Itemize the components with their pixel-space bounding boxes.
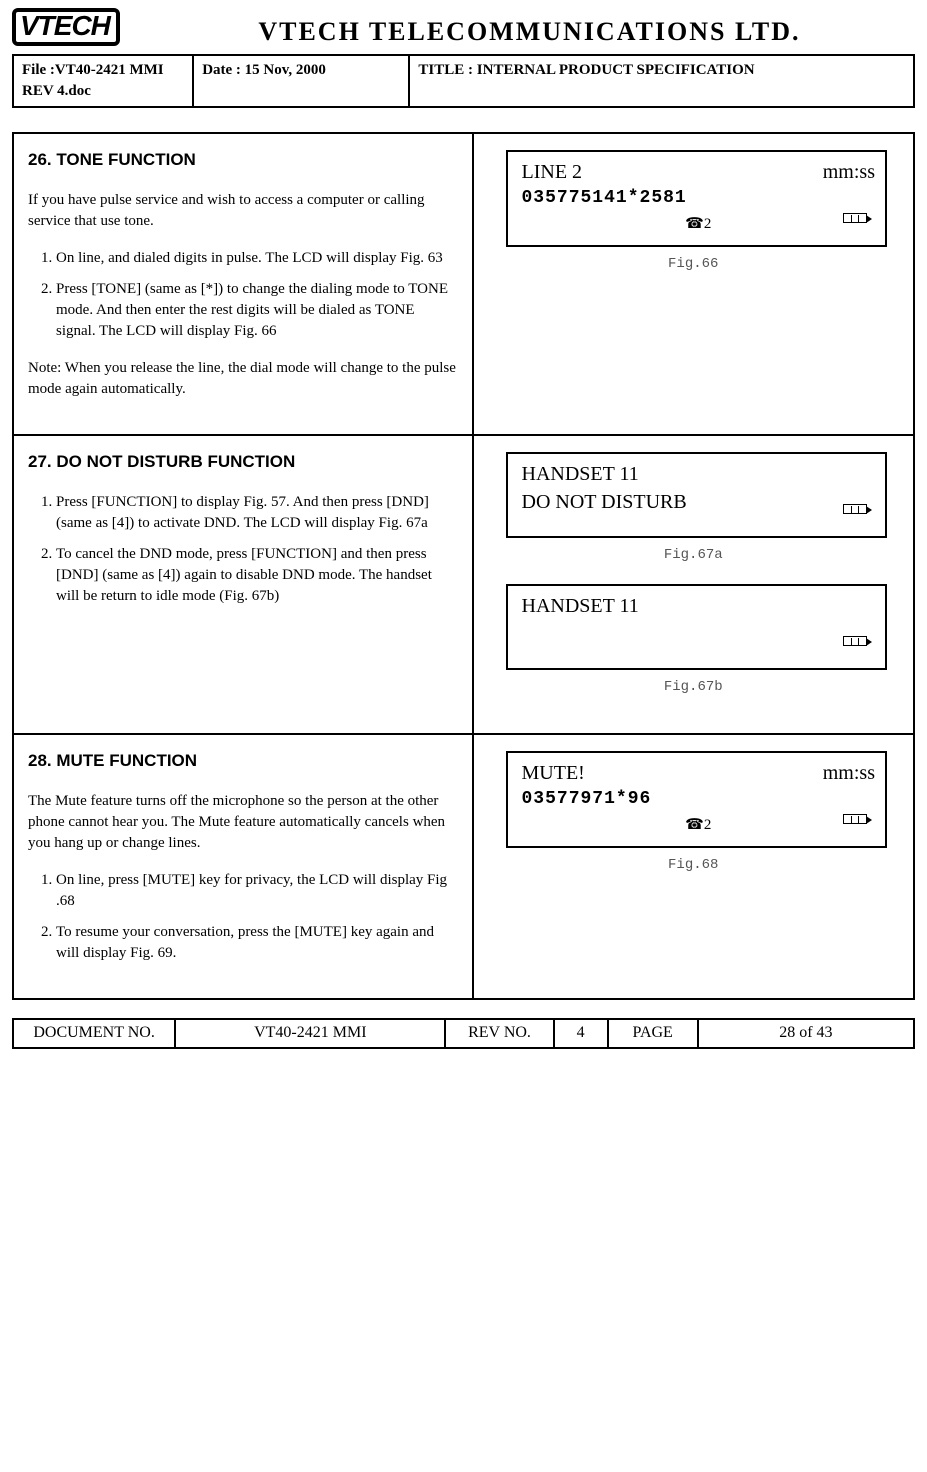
content-table: 26. TONE FUNCTION If you have pulse serv… (12, 132, 915, 1000)
lcd66-line1-left: LINE 2 (522, 158, 583, 186)
lcd68-line1-left: MUTE! (522, 759, 585, 787)
page-label: PAGE (608, 1019, 698, 1047)
lcd66-phone: ☎2 (522, 214, 876, 235)
fig67a-caption: Fig.67a (488, 546, 900, 566)
fig66-caption: Fig.66 (488, 255, 900, 275)
vtech-logo: VTECH (12, 8, 120, 46)
section-27-step2: To cancel the DND mode, press [FUNCTION]… (56, 544, 458, 607)
doc-header: VTECH VTECH TELECOMMUNICATIONS LTD. (12, 8, 915, 50)
lcd66-line1-right: mm:ss (823, 158, 875, 186)
footer-table: DOCUMENT NO. VT40-2421 MMI REV NO. 4 PAG… (12, 1018, 915, 1048)
lcd68-line2: 03577971*96 (522, 787, 876, 812)
docno-label: DOCUMENT NO. (13, 1019, 175, 1047)
company-name: VTECH TELECOMMUNICATIONS LTD. (144, 8, 915, 50)
lcd67a-line2: DO NOT DISTURB (522, 488, 876, 516)
revno-value: 4 (554, 1019, 608, 1047)
section-26-step1: On line, and dialed digits in pulse. The… (56, 248, 458, 269)
page-value: 28 of 43 (698, 1019, 914, 1047)
lcd66-line2: 035775141*2581 (522, 186, 876, 211)
battery-icon (843, 632, 873, 644)
fig67b-caption: Fig.67b (488, 678, 900, 698)
file-label: File : (22, 62, 55, 78)
lcd68-phone: ☎2 (522, 815, 876, 836)
lcd67b-line1: HANDSET 11 (522, 592, 876, 620)
battery-icon (843, 500, 873, 512)
section-28-intro: The Mute feature turns off the microphon… (28, 791, 458, 854)
docno-value: VT40-2421 MMI (175, 1019, 445, 1047)
fig68-caption: Fig.68 (488, 856, 900, 876)
section-26-heading: 26. TONE FUNCTION (28, 148, 458, 172)
section-26-intro: If you have pulse service and wish to ac… (28, 190, 458, 232)
meta-table: File :VT40-2421 MMI REV 4.doc Date : 15 … (12, 54, 915, 108)
section-27-step1: Press [FUNCTION] to display Fig. 57. And… (56, 492, 458, 534)
lcd-fig68: MUTE! mm:ss 03577971*96 ☎2 (506, 751, 888, 847)
section-26-step2: Press [TONE] (same as [*]) to change the… (56, 279, 458, 342)
section-28-step2: To resume your conversation, press the [… (56, 922, 458, 964)
date-label: Date : (202, 62, 241, 78)
title-value: INTERNAL PRODUCT SPECIFICATION (473, 62, 755, 78)
date-value: 15 Nov, 2000 (241, 62, 326, 78)
section-27-heading: 27. DO NOT DISTURB FUNCTION (28, 450, 458, 474)
lcd-fig66: LINE 2 mm:ss 035775141*2581 ☎2 (506, 150, 888, 246)
lcd68-line1-right: mm:ss (823, 759, 875, 787)
battery-icon (843, 209, 873, 221)
section-28-step1: On line, press [MUTE] key for privacy, t… (56, 870, 458, 912)
lcd-fig67a: HANDSET 11 DO NOT DISTURB (506, 452, 888, 538)
revno-label: REV NO. (445, 1019, 553, 1047)
lcd-fig67b: HANDSET 11 (506, 584, 888, 670)
section-26-note: Note: When you release the line, the dia… (28, 358, 458, 400)
lcd67a-line1: HANDSET 11 (522, 460, 876, 488)
section-28-heading: 28. MUTE FUNCTION (28, 749, 458, 773)
title-label: TITLE : (418, 62, 473, 78)
battery-icon (843, 810, 873, 822)
